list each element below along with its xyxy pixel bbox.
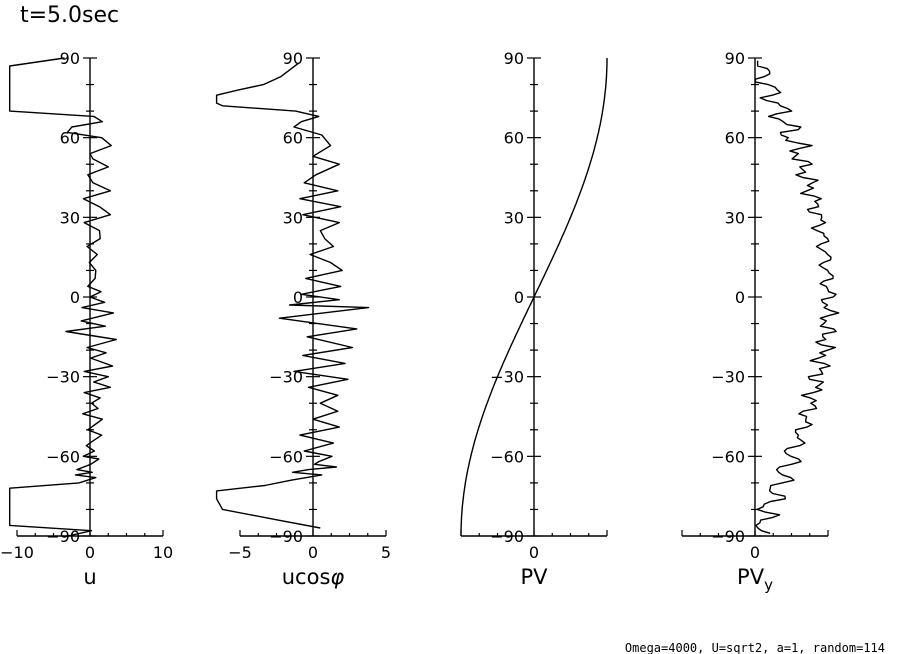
y-tick-label: 60 — [725, 129, 745, 148]
series-line — [215, 62, 370, 529]
y-tick-label: 90 — [60, 49, 80, 68]
y-tick-label: 90 — [504, 49, 524, 68]
y-tick-label: 60 — [283, 129, 303, 148]
y-tick-label: −30 — [46, 368, 80, 387]
x-axis-label: u — [83, 565, 96, 589]
y-tick-label: −90 — [711, 527, 745, 546]
x-tick-label: −10 — [0, 543, 34, 562]
x-tick-label: 0 — [750, 543, 760, 562]
panel-0: −90 −60 −30 0 30 60 90 −10 0 10 u — [0, 49, 173, 589]
y-tick-label: −30 — [711, 368, 745, 387]
y-tick-label: 0 — [70, 288, 80, 307]
y-tick-label: 0 — [514, 288, 524, 307]
y-tick-label: 0 — [735, 288, 745, 307]
y-tick-label: 90 — [283, 49, 303, 68]
y-tick-label: 90 — [725, 49, 745, 68]
y-tick-label: −30 — [490, 368, 524, 387]
panel-2: −90 −60 −30 0 30 60 90 0 PV — [460, 49, 608, 589]
x-tick-label: 5 — [381, 543, 391, 562]
x-tick-label: 10 — [153, 543, 173, 562]
y-tick-label: −60 — [46, 447, 80, 466]
y-tick-label: 60 — [504, 129, 524, 148]
y-tick-label: 60 — [60, 129, 80, 148]
y-tick-label: −90 — [269, 527, 303, 546]
x-axis-label: PVy — [737, 565, 773, 594]
series-line — [8, 57, 118, 537]
panel-3: −90 −60 −30 0 30 60 90 0 PVy — [681, 49, 840, 594]
y-tick-label: 30 — [60, 208, 80, 227]
y-tick-label: −60 — [711, 447, 745, 466]
x-tick-label: 0 — [529, 543, 539, 562]
series-line — [754, 60, 840, 534]
time-label: t=5.0sec — [20, 3, 119, 28]
y-tick-label: 30 — [504, 208, 524, 227]
x-tick-label: 0 — [308, 543, 318, 562]
y-tick-label: −60 — [490, 447, 524, 466]
x-axis-label: PV — [520, 565, 548, 589]
series-line — [460, 58, 608, 536]
x-axis-label: ucosφ — [282, 565, 345, 589]
parameters-footer: Omega=4000, U=sqrt2, a=1, random=114 — [625, 641, 885, 654]
y-tick-label: −90 — [46, 527, 80, 546]
x-tick-label: −5 — [228, 543, 252, 562]
y-tick-label: −60 — [269, 447, 303, 466]
y-tick-label: 30 — [725, 208, 745, 227]
x-tick-label: 0 — [85, 543, 95, 562]
y-tick-label: 0 — [293, 288, 303, 307]
panel-1: −90 −60 −30 0 30 60 90 −5 0 5 ucosφ — [215, 49, 391, 589]
y-tick-label: 30 — [283, 208, 303, 227]
y-tick-label: −30 — [269, 368, 303, 387]
y-tick-label: −90 — [490, 527, 524, 546]
